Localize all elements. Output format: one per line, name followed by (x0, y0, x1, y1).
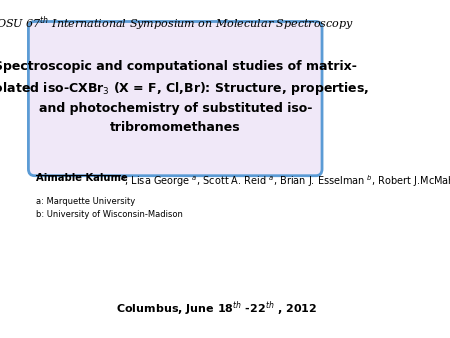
Text: OSU 67$^{th}$ International Symposium on Molecular Spectroscopy: OSU 67$^{th}$ International Symposium on… (0, 15, 354, 33)
Text: Aimable Kalume: Aimable Kalume (36, 173, 131, 183)
FancyBboxPatch shape (28, 22, 322, 176)
Text: Spectroscopic and computational studies of matrix-
isolated iso-CXBr$_3$ (X = F,: Spectroscopic and computational studies … (0, 60, 369, 134)
Text: b: University of Wisconsin-Madison: b: University of Wisconsin-Madison (36, 210, 182, 219)
Text: a: Marquette University: a: Marquette University (36, 197, 135, 207)
Text: Columbus, June 18$^{th}$ -22$^{th}$ , 2012: Columbus, June 18$^{th}$ -22$^{th}$ , 20… (116, 299, 317, 318)
Text: $^{a}$, Lisa George $^{a}$, Scott A. Reid $^{a}$, Brian J. Esselman $^{b}$, Robe: $^{a}$, Lisa George $^{a}$, Scott A. Rei… (120, 173, 450, 189)
